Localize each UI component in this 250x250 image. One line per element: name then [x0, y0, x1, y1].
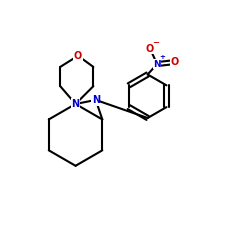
Text: N: N [153, 60, 161, 68]
Text: −: − [152, 38, 159, 47]
Text: +: + [160, 54, 166, 60]
Text: O: O [146, 44, 154, 54]
Text: O: O [170, 57, 178, 67]
Text: N: N [72, 99, 80, 109]
Text: O: O [74, 51, 82, 61]
Text: N: N [92, 95, 100, 105]
